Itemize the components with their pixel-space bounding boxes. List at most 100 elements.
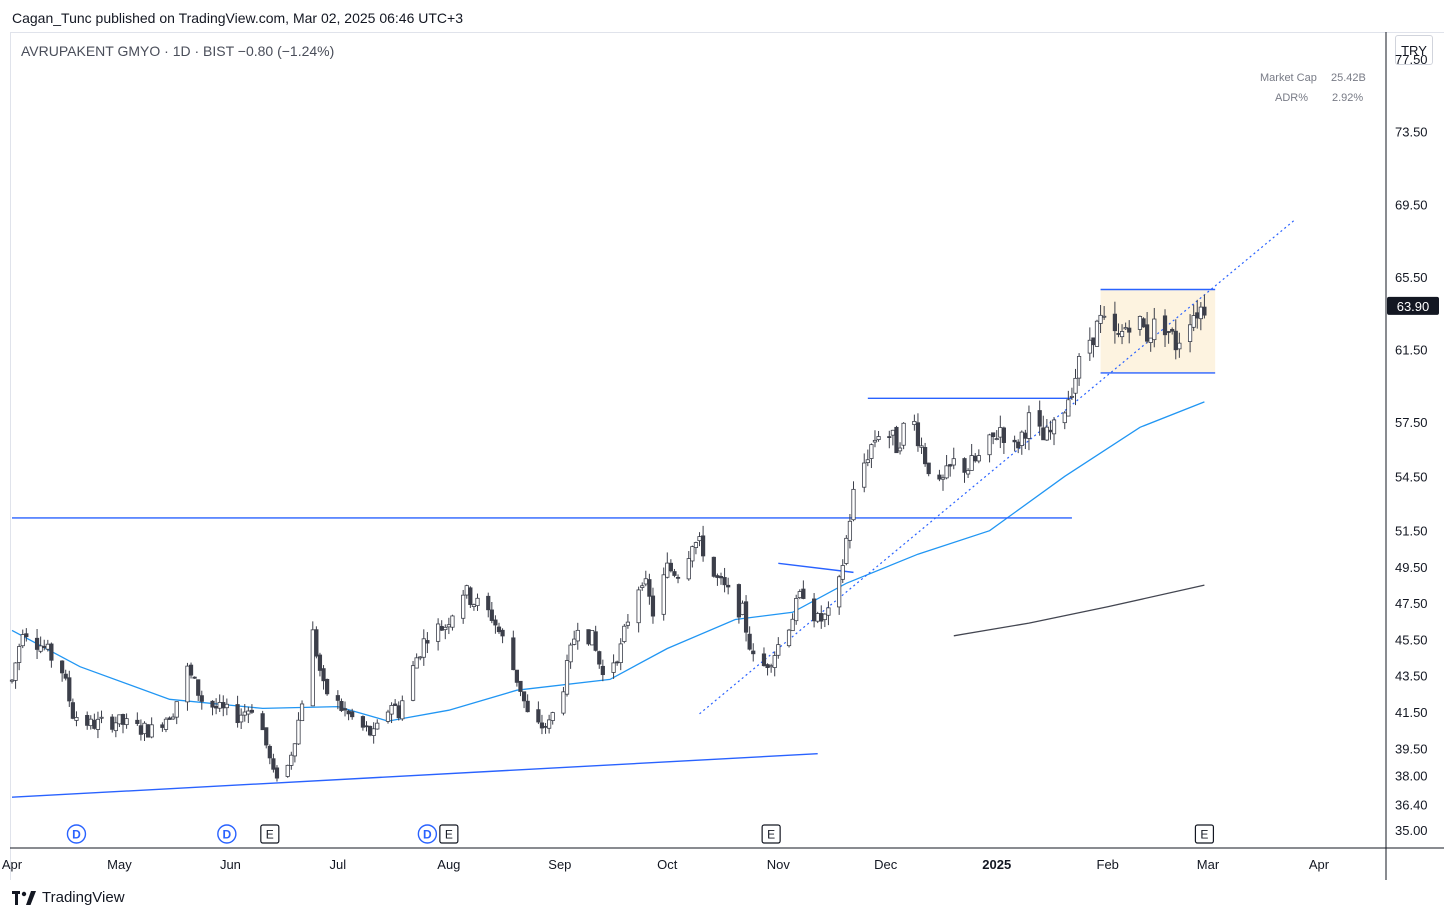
candle-body[interactable] (42, 645, 47, 649)
candle-body[interactable] (85, 715, 90, 726)
candle-body[interactable] (410, 665, 416, 701)
candle-body[interactable] (847, 520, 853, 541)
earnings-marker[interactable] (1194, 824, 1215, 844)
candle-body[interactable] (425, 640, 430, 644)
candle-body[interactable] (436, 623, 441, 642)
candle-body[interactable] (700, 535, 706, 557)
candle-body[interactable] (1191, 315, 1196, 328)
candle-body[interactable] (325, 678, 330, 695)
candle-body[interactable] (249, 709, 255, 713)
candle-body[interactable] (926, 462, 931, 475)
candle-body[interactable] (299, 703, 305, 722)
candle-body[interactable] (1026, 412, 1032, 439)
candle-body[interactable] (665, 562, 670, 578)
candle-body[interactable] (1112, 313, 1117, 332)
candle-body[interactable] (224, 703, 229, 709)
symbol-legend[interactable]: AVRUPAKENT GMYO · 1D · BIST −0.80 (−1.24… (21, 43, 335, 59)
candle-body[interactable] (790, 618, 795, 632)
candle-body[interactable] (550, 712, 555, 721)
candle-body[interactable] (618, 643, 623, 664)
candle-body[interactable] (1141, 318, 1146, 328)
candle-body[interactable] (987, 434, 992, 456)
candle-body[interactable] (367, 725, 373, 736)
candle-body[interactable] (314, 629, 319, 657)
candle-body[interactable] (640, 585, 645, 588)
candle-body[interactable] (214, 706, 219, 709)
candle-body[interactable] (625, 621, 631, 626)
candle-body[interactable] (1076, 356, 1082, 379)
candle-body[interactable] (589, 630, 595, 646)
candle-body[interactable] (897, 447, 903, 452)
candle-body[interactable] (675, 576, 681, 579)
candle-body[interactable] (138, 725, 144, 735)
candle-body[interactable] (998, 427, 1003, 438)
dividend-marker[interactable] (66, 824, 87, 844)
candle-body[interactable] (171, 716, 176, 720)
candle-body[interactable] (772, 655, 777, 668)
candle-body[interactable] (264, 727, 269, 746)
candle-body[interactable] (246, 710, 251, 715)
candle-body[interactable] (1173, 330, 1178, 351)
candle-body[interactable] (740, 602, 745, 616)
candle-body[interactable] (296, 719, 301, 745)
candle-body[interactable] (661, 574, 666, 615)
candle-body[interactable] (461, 594, 466, 619)
candle-body[interactable] (643, 578, 648, 585)
tradingview-logo[interactable]: TradingView (12, 889, 125, 906)
candle-body[interactable] (876, 436, 881, 441)
candle-body[interactable] (292, 743, 297, 757)
candle-body[interactable] (561, 691, 566, 714)
candle-body[interactable] (1069, 395, 1075, 398)
candle-body[interactable] (210, 700, 215, 708)
candle-body[interactable] (9, 679, 15, 682)
candle-body[interactable] (776, 644, 781, 656)
candle-body[interactable] (1091, 337, 1096, 346)
candle-body[interactable] (1037, 410, 1042, 427)
candle-body[interactable] (962, 458, 967, 473)
candle-body[interactable] (310, 629, 315, 707)
candle-body[interactable] (815, 613, 820, 622)
candle-body[interactable] (145, 724, 151, 738)
candle-body[interactable] (1048, 429, 1053, 433)
candle-body[interactable] (622, 625, 627, 642)
candle-body[interactable] (45, 643, 50, 650)
candle-body[interactable] (185, 665, 190, 703)
candle-body[interactable] (690, 546, 695, 562)
candle-body[interactable] (765, 664, 770, 668)
candle-body[interactable] (887, 436, 892, 438)
candle-body[interactable] (486, 595, 491, 611)
dividend-marker[interactable] (417, 824, 438, 844)
candle-body[interactable] (1202, 306, 1207, 316)
candle-body[interactable] (1198, 306, 1203, 320)
candle-body[interactable] (95, 718, 101, 730)
candle-body[interactable] (991, 432, 996, 438)
candle-body[interactable] (389, 705, 394, 715)
candle-body[interactable] (342, 708, 348, 711)
candle-body[interactable] (919, 445, 924, 448)
candle-body[interactable] (647, 579, 652, 597)
candle-body[interactable] (239, 714, 244, 723)
candle-body[interactable] (493, 619, 498, 626)
candle-body[interactable] (844, 537, 849, 564)
candle-body[interactable] (500, 629, 505, 637)
candle-body[interactable] (715, 575, 720, 578)
candle-body[interactable] (1137, 315, 1143, 330)
candle-body[interactable] (271, 758, 276, 770)
candle-body[interactable] (475, 597, 480, 607)
candle-body[interactable] (600, 665, 605, 676)
candle-body[interactable] (564, 660, 570, 695)
candle-body[interactable] (1016, 441, 1021, 449)
candle-body[interactable] (393, 703, 398, 706)
candle-body[interactable] (346, 710, 351, 715)
candle-body[interactable] (521, 691, 527, 702)
candle-body[interactable] (593, 631, 598, 651)
candle-body[interactable] (794, 598, 799, 622)
candle-body[interactable] (711, 556, 716, 577)
candle-body[interactable] (851, 488, 856, 521)
candle-body[interactable] (511, 637, 516, 671)
candle-body[interactable] (163, 718, 169, 730)
candle-body[interactable] (496, 626, 502, 633)
candle-body[interactable] (869, 444, 874, 459)
candle-body[interactable] (88, 718, 93, 727)
candle-body[interactable] (443, 626, 448, 631)
